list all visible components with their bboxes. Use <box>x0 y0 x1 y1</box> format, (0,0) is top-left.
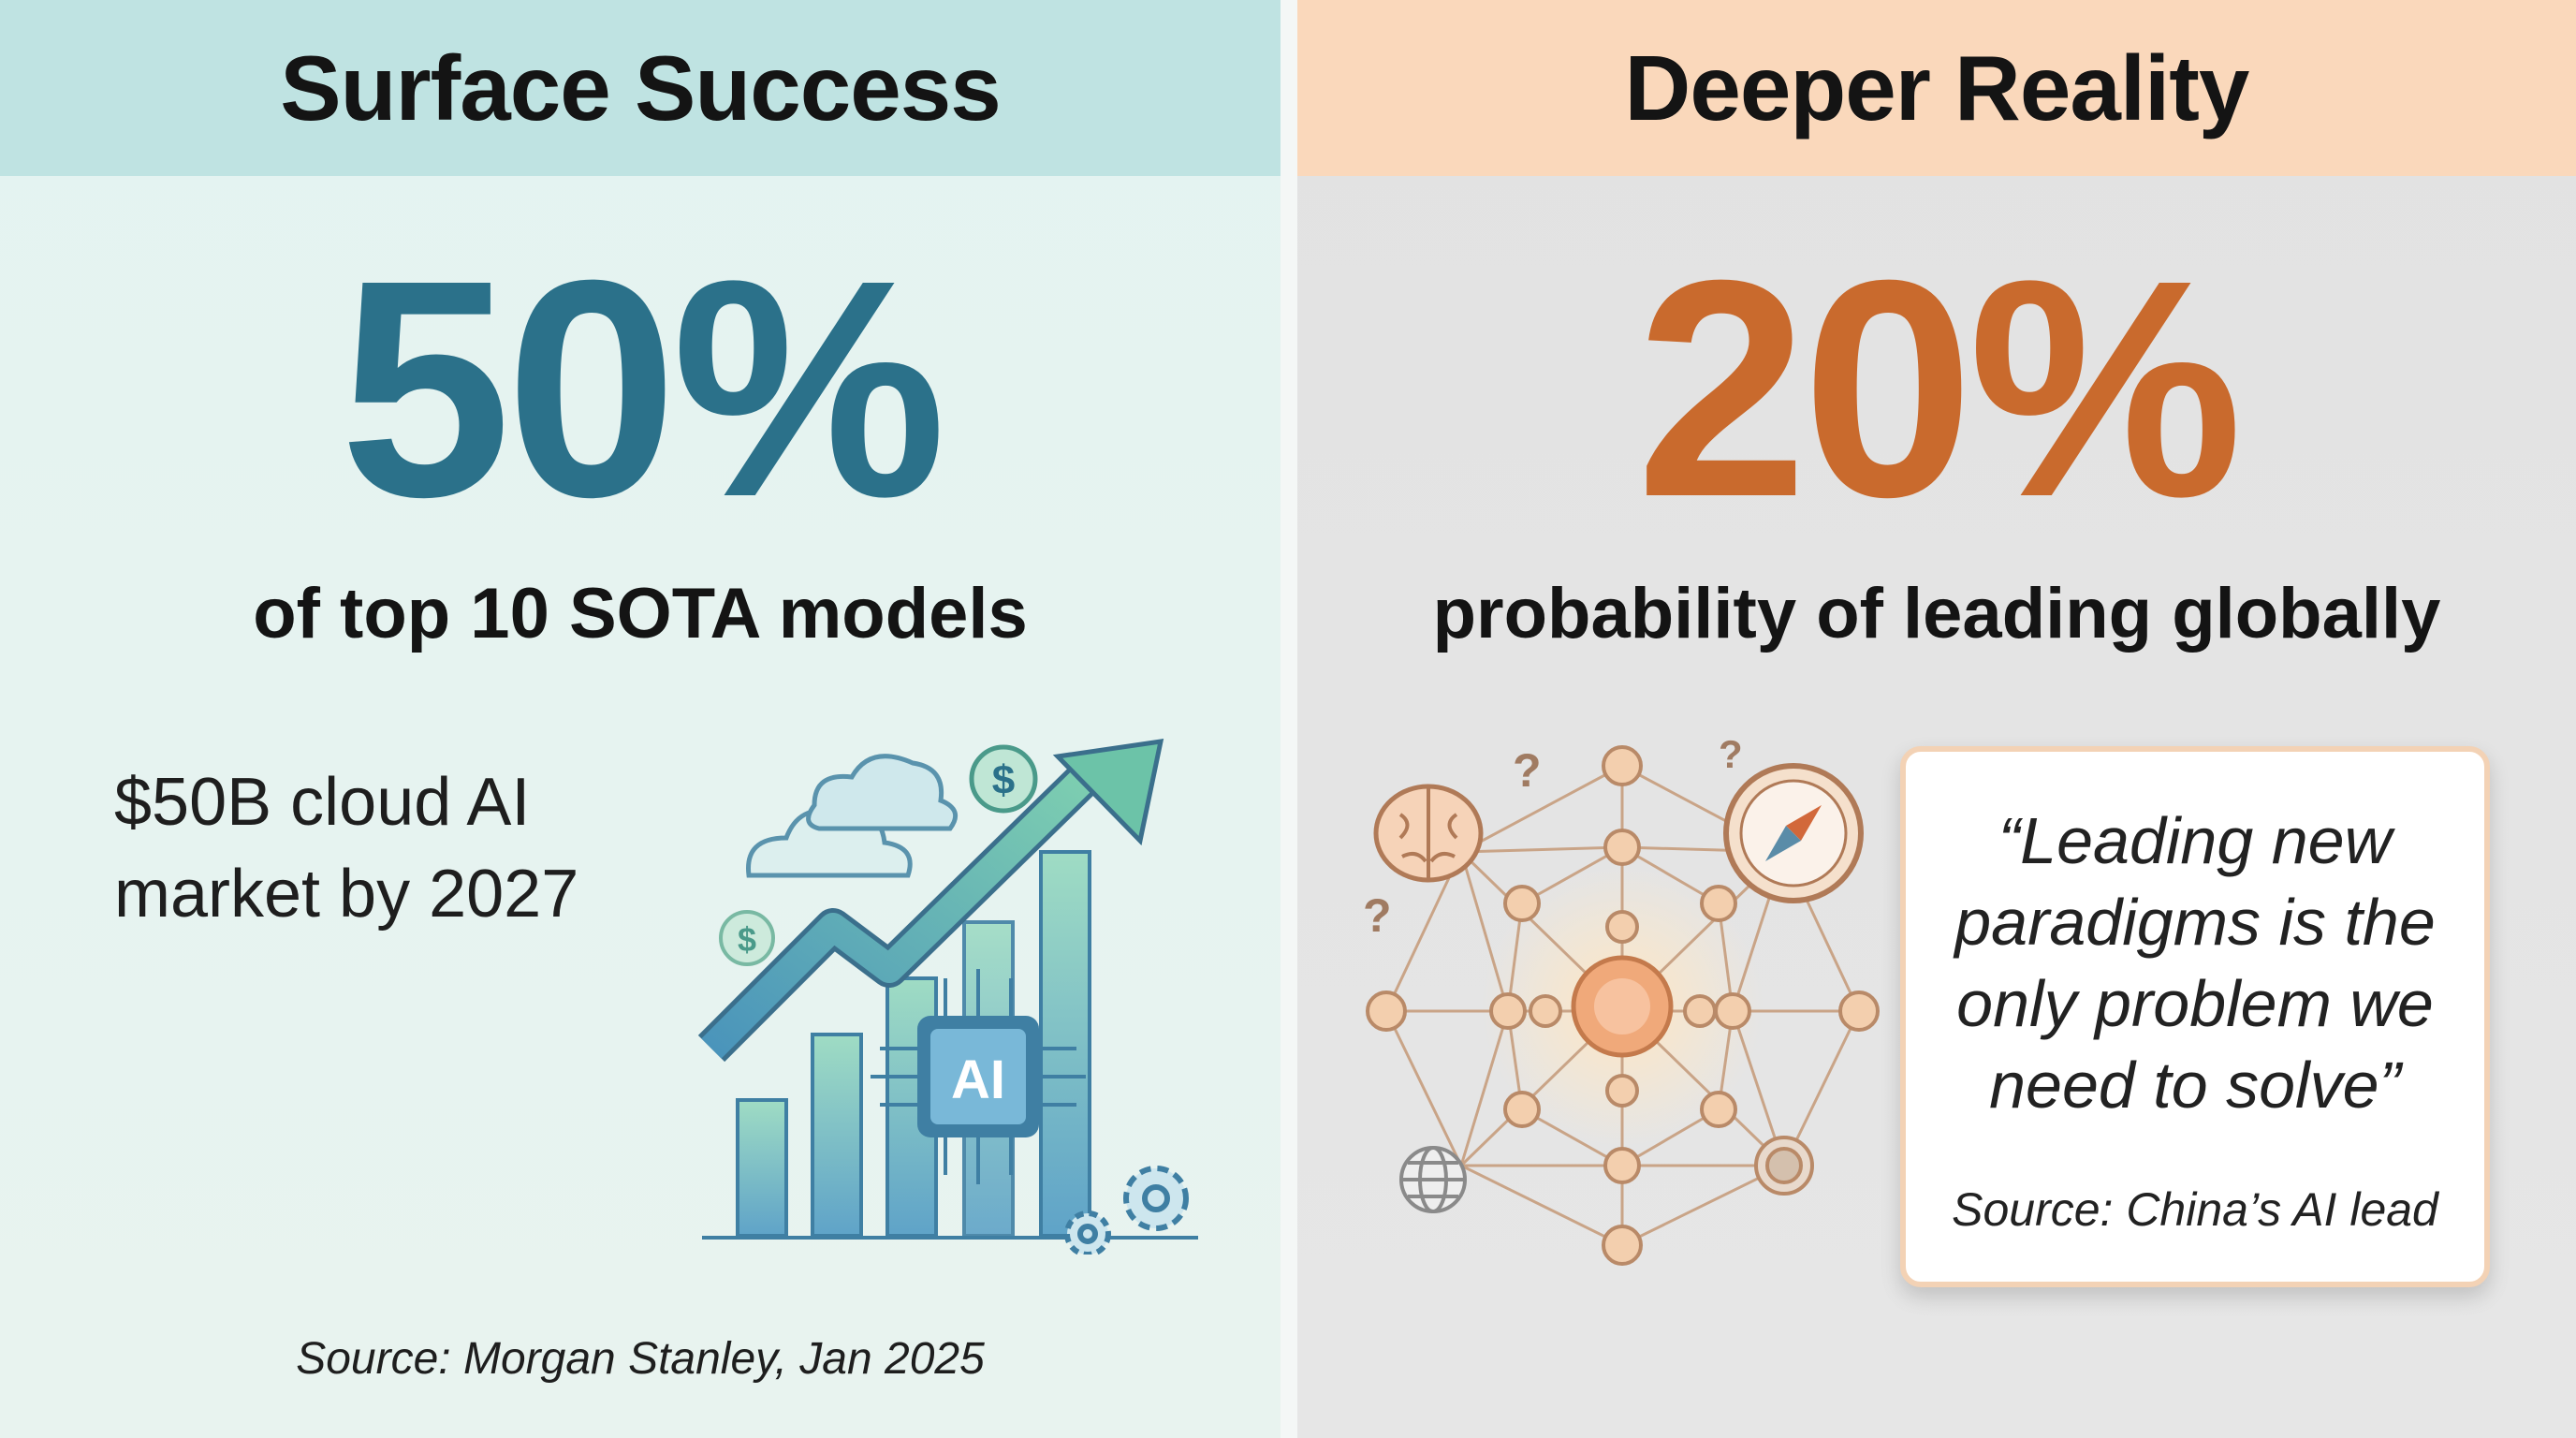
question-mark-3: ? <box>1363 889 1392 942</box>
ai-growth-illustration: $ $ <box>697 739 1198 1255</box>
gear-icon <box>1064 1166 1189 1255</box>
left-header: Surface Success <box>0 0 1281 176</box>
deeper-reality-panel: Deeper Reality 20% probability of leadin… <box>1297 0 2576 1438</box>
right-big-stat: 20% <box>1635 215 2243 561</box>
brain-icon <box>1373 784 1484 883</box>
quote-card: “Leading new paradigms is the only probl… <box>1900 746 2490 1287</box>
dollar-coin-icon: $ <box>719 910 775 966</box>
market-size-text: $50B cloud AI market by 2027 <box>114 756 578 940</box>
coin-symbol-2: $ <box>738 920 756 959</box>
quote-source: Source: China’s AI lead <box>1952 1183 2438 1236</box>
left-header-title: Surface Success <box>280 36 1001 139</box>
compass-icon <box>1723 763 1864 903</box>
dollar-coin-icon: $ <box>969 744 1038 814</box>
market-line-1: $50B cloud AI <box>114 765 531 840</box>
quote-text: “Leading new paradigms is the only probl… <box>1954 804 2436 1122</box>
trend-arrow-icon <box>697 739 1164 1063</box>
panel-divider <box>1281 0 1297 1438</box>
chip-label: AI <box>951 1049 1005 1110</box>
left-stat-caption: of top 10 SOTA models <box>253 574 1028 653</box>
ai-chip-icon: AI <box>871 969 1086 1184</box>
network-illustration: ? ? ? <box>1363 732 1880 1266</box>
right-header: Deeper Reality <box>1297 0 2576 176</box>
right-header-title: Deeper Reality <box>1624 36 2250 139</box>
question-mark-icon: ? ? ? <box>1363 732 1743 942</box>
cloud-icon <box>746 754 959 878</box>
left-big-stat: 50% <box>339 215 946 561</box>
network-node-group <box>1366 745 1880 1266</box>
question-mark-1: ? <box>1513 744 1542 797</box>
left-source: Source: Morgan Stanley, Jan 2025 <box>296 1334 985 1384</box>
market-line-2: market by 2027 <box>114 857 579 932</box>
globe-icon <box>1399 1146 1467 1213</box>
right-stat-caption: probability of leading globally <box>1432 574 2441 653</box>
surface-success-panel: Surface Success 50% of top 10 SOTA model… <box>0 0 1281 1438</box>
center-node <box>1571 955 1674 1058</box>
bar-chart-icon <box>736 850 1091 1238</box>
question-mark-2: ? <box>1719 732 1743 776</box>
coin-symbol-1: $ <box>992 757 1015 803</box>
